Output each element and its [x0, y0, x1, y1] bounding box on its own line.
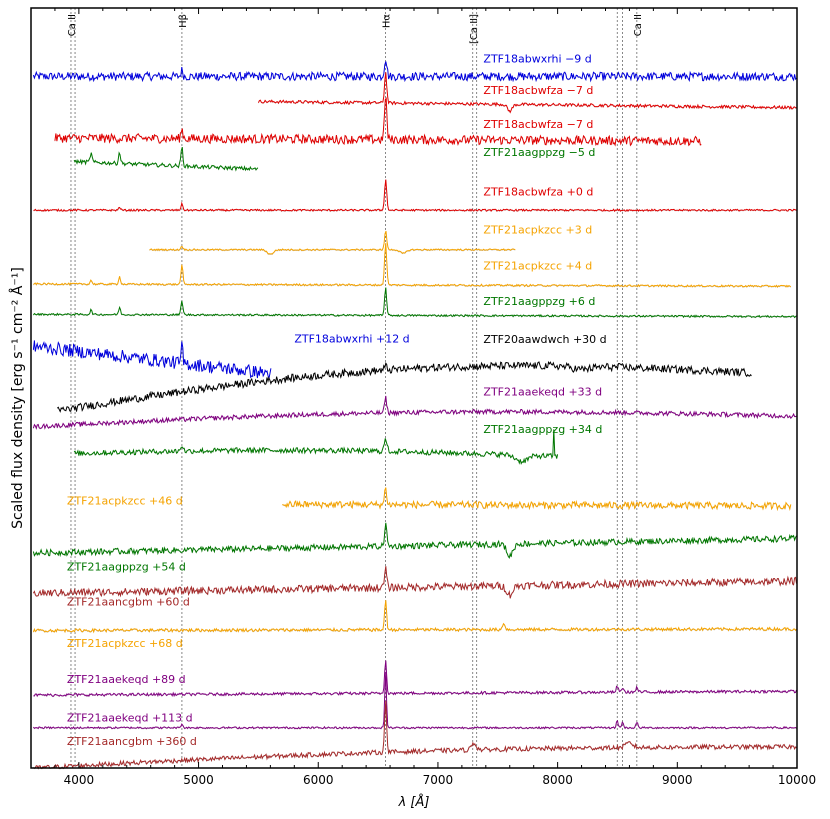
- spectrum-line: [54, 96, 702, 147]
- ref-line-label: Ca II: [67, 14, 78, 36]
- spectrum-series: ZTF21aagppzg +54 d: [32, 522, 797, 573]
- spectrum-label: ZTF18acbwfza −7 d: [483, 84, 593, 97]
- x-tick-label: 5000: [183, 773, 214, 787]
- x-tick-label: 10000: [778, 773, 816, 787]
- spectrum-line: [33, 671, 797, 730]
- spectrum-raw: [33, 340, 272, 380]
- spectrum-label: ZTF21aancgbm +60 d: [67, 595, 190, 608]
- spectrum-line: [33, 179, 797, 213]
- reference-lines: Ca II Hβ Hα [Ca II] Ca II: [67, 8, 644, 768]
- spectrum-label: ZTF18acbwfza −7 d: [483, 118, 593, 131]
- spectrum-label: ZTF21aaekeqd +89 d: [67, 673, 186, 686]
- spectrum-line: [73, 146, 259, 172]
- spectra-series: ZTF18abwxrhi −9 d ZTF18acbwfza −7 d ZTF18a…: [32, 53, 797, 770]
- spectrum-label: ZTF21aaekeqd +33 d: [483, 386, 602, 399]
- ref-line-label: Hα: [382, 14, 393, 29]
- spectrum-line: [33, 700, 797, 770]
- spectrum-label: ZTF21acpkzcc +3 d: [483, 224, 592, 237]
- spectrum-series: ZTF21acpkzcc +4 d: [33, 243, 792, 289]
- spectrum-label: ZTF18abwxrhi +12 d: [294, 332, 409, 345]
- spectrum-label: ZTF18abwxrhi −9 d: [483, 53, 591, 66]
- ref-line-label: Hβ: [178, 14, 189, 28]
- spectrum-series: ZTF21aaekeqd +113 d: [33, 671, 797, 730]
- spectrum-series: ZTF21aagppzg −5 d: [73, 146, 595, 172]
- x-tick-label: 9000: [662, 773, 693, 787]
- spectrum-series: ZTF18abwxrhi +12 d: [32, 332, 410, 380]
- spectrum-line: [32, 600, 797, 634]
- spectrum-series: ZTF21aagppzg +34 d: [73, 423, 602, 465]
- spectrum-line: [33, 243, 792, 288]
- spectrum-line: [32, 61, 797, 83]
- spectrum-label: ZTF18acbwfza +0 d: [483, 186, 593, 199]
- spectrum-series: ZTF21aancgbm +60 d: [32, 566, 797, 608]
- spectrum-raw: [33, 288, 797, 319]
- x-tick-label: 6000: [303, 773, 334, 787]
- spectrum-label: ZTF21aaekeqd +113 d: [67, 712, 193, 725]
- spectrum-line: [257, 72, 797, 114]
- spectrum-series: ZTF21acpkzcc +68 d: [32, 600, 797, 650]
- spectrum-line: [33, 660, 797, 698]
- spectrum-series: ZTF20aawdwch +30 d: [56, 333, 752, 413]
- spectrum-series: ZTF18acbwfza −7 d: [257, 72, 797, 114]
- spectrum-line: [282, 487, 792, 512]
- spectrum-series: ZTF18acbwfza −7 d: [54, 96, 702, 147]
- spectrum-label: ZTF21acpkzcc +68 d: [67, 637, 183, 650]
- spectrum-line: [33, 287, 797, 319]
- spectrum-label: ZTF21acpkzcc +4 d: [483, 259, 592, 272]
- spectrum-series: ZTF21aancgbm +360 d: [33, 700, 797, 770]
- spectrum-label: ZTF21aagppzg +54 d: [67, 560, 186, 573]
- spectrum-series: ZTF18abwxrhi −9 d: [32, 53, 797, 83]
- spectrum-line: [32, 566, 797, 599]
- spectrum-series: ZTF18acbwfza +0 d: [33, 179, 797, 213]
- y-axis-label: Scaled flux density [erg s⁻¹ cm⁻² Å⁻¹]: [9, 267, 26, 529]
- spectrum-series: ZTF21aaekeqd +33 d: [32, 386, 797, 430]
- spectrum-line: [73, 429, 559, 465]
- ref-line-label: Ca II: [633, 14, 644, 36]
- spectrum-series: ZTF21acpkzcc +46 d: [67, 487, 792, 512]
- ref-line-label: [Ca II]: [469, 14, 480, 44]
- spectrum-series: ZTF21aagppzg +6 d: [33, 287, 797, 319]
- spectrum-label: ZTF21aagppzg −5 d: [483, 146, 595, 159]
- x-tick-label: 4000: [64, 773, 95, 787]
- spectrum-raw: [33, 523, 797, 559]
- spectrum-raw: [149, 231, 516, 256]
- spectrum-line: [56, 360, 752, 413]
- spectrum-line: [32, 340, 272, 379]
- spectrum-raw: [33, 180, 797, 213]
- spectrum-label: ZTF21aancgbm +360 d: [67, 735, 197, 748]
- spectrum-line: [32, 522, 797, 559]
- spectrum-raw: [57, 361, 752, 413]
- spectrum-label: ZTF20aawdwch +30 d: [483, 333, 606, 346]
- spectrum-line: [149, 230, 516, 255]
- x-axis-label: λ [Å]: [398, 794, 430, 810]
- x-tick-label: 8000: [542, 773, 573, 787]
- x-axis-ticks: 4000 5000 6000 7000 8000 9000 10000: [30, 8, 816, 787]
- spectrum-series: ZTF21aaekeqd +89 d: [33, 660, 797, 698]
- plot-frame: [30, 7, 798, 769]
- spectrum-label: ZTF21aagppzg +6 d: [483, 295, 595, 308]
- spectrum-label: ZTF21aagppzg +34 d: [483, 423, 602, 436]
- x-tick-label: 7000: [423, 773, 454, 787]
- spectrum-series: ZTF21acpkzcc +3 d: [149, 224, 592, 256]
- spectrum-label: ZTF21acpkzcc +46 d: [67, 494, 183, 507]
- spectrum-line: [32, 395, 797, 430]
